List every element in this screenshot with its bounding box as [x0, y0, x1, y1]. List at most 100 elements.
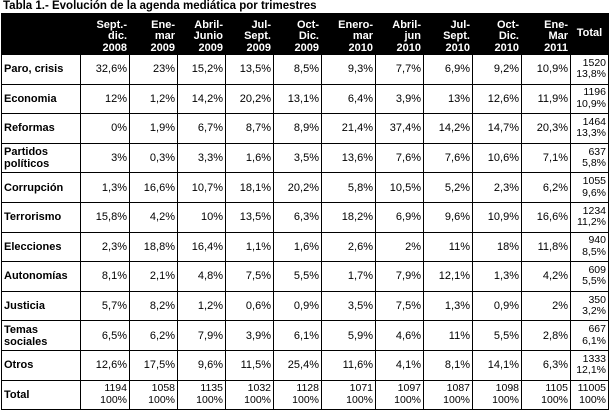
table-cell: 32,6%: [80, 54, 130, 85]
table-row: Corrupción 1,3% 16,6% 10,7% 18,1% 20,2% 5,8% 10…: [1, 172, 609, 203]
table-cell: 13,5%: [225, 54, 274, 85]
table-cell: 0,9%: [472, 290, 522, 322]
header-period: Sept.- dic. 2008: [80, 13, 130, 55]
table-cell: 1032 100%: [225, 379, 274, 411]
row-total: 1464 13,3%: [570, 113, 609, 144]
table-row: Economia 12% 1,2% 14,2% 20,2% 13,1% 6,4% 3,9% 13…: [1, 83, 609, 115]
row-total: 667 6,1%: [570, 320, 609, 351]
table-cell: 1,1%: [225, 231, 274, 263]
table-cell: 3,5%: [321, 290, 376, 322]
table-cell: 12,6%: [80, 349, 130, 381]
table-cell: 7,5%: [375, 290, 424, 322]
table-cell: 4,8%: [177, 261, 226, 292]
agenda-table: Sept.- dic. 2008 Ene- mar 2009 Abril- Juni…: [1, 13, 609, 411]
table-cell: 2%: [521, 290, 571, 322]
table-cell: 23%: [129, 54, 178, 85]
table-title: Tabla 1.- Evolución de la agenda mediáti…: [3, 0, 317, 12]
row-total: 350 3,2%: [570, 290, 609, 322]
row-label: Reformas: [1, 113, 81, 144]
table-cell: 7,9%: [375, 261, 424, 292]
table-cell: 37,4%: [375, 113, 424, 144]
table-row: Terrorismo 15,8% 4,2% 10% 13,5% 6,3% 18,2% 6,9%…: [1, 201, 609, 233]
table-cell: 6,9%: [375, 201, 424, 233]
row-label: Autonomías: [1, 261, 81, 292]
table-cell: 0,3%: [129, 142, 178, 174]
table-cell: 14,2%: [177, 83, 226, 115]
table-cell: 1,6%: [225, 142, 274, 174]
table-cell: 2,3%: [472, 172, 522, 203]
table-cell: 16,4%: [177, 231, 226, 263]
table-cell: 18%: [472, 231, 522, 263]
table-cell: 17,5%: [129, 349, 178, 381]
table-cell: 9,6%: [423, 201, 473, 233]
header-period: Jul- Sept. 2010: [423, 13, 473, 55]
table-cell: 6,3%: [273, 201, 322, 233]
table-row: Reformas 0% 1,9% 6,7% 8,7% 8,9% 21,4% 37,4% 14,2…: [1, 113, 609, 144]
row-total: 1055 9,6%: [570, 172, 609, 203]
table-cell: 3%: [80, 142, 130, 174]
table-cell: 16,6%: [129, 172, 178, 203]
header-corner: [1, 13, 81, 55]
table-cell: 5,9%: [321, 320, 376, 351]
table-cell: 1,3%: [472, 261, 522, 292]
header-row: Sept.- dic. 2008 Ene- mar 2009 Abril- Juni…: [1, 13, 609, 55]
table-cell: 6,7%: [177, 113, 226, 144]
table-row: Autonomías 8,1% 2,1% 4,8% 7,5% 5,5% 1,7% 7,9% 12…: [1, 261, 609, 292]
table-cell: 12,6%: [472, 83, 522, 115]
table-cell: 1105 100%: [521, 379, 571, 411]
table-cell: 2,1%: [129, 261, 178, 292]
table-cell: 0,6%: [225, 290, 274, 322]
row-label: Partidos políticos: [1, 142, 81, 174]
table-cell: 2,3%: [80, 231, 130, 263]
table-cell: 11%: [423, 231, 473, 263]
table-cell: 1058 100%: [129, 379, 178, 411]
table-row: Partidos políticos 3% 0,3% 3,3% 1,6% 3,5% 13,6…: [1, 142, 609, 174]
table-row: Elecciones 2,3% 18,8% 16,4% 1,1% 1,6% 2,6% 2% 11…: [1, 231, 609, 263]
table-cell: 9,6%: [177, 349, 226, 381]
table-cell: 4,2%: [521, 261, 571, 292]
table-cell: 8,1%: [423, 349, 473, 381]
table-cell: 4,6%: [375, 320, 424, 351]
row-total: 1520 13,8%: [570, 54, 609, 85]
table-cell: 12,1%: [423, 261, 473, 292]
table-cell: 8,9%: [273, 113, 322, 144]
table-cell: 10,6%: [472, 142, 522, 174]
table-cell: 8,1%: [80, 261, 130, 292]
table-cell: 8,7%: [225, 113, 274, 144]
row-label: Paro, crisis: [1, 54, 81, 85]
table-cell: 1097 100%: [375, 379, 424, 411]
table-cell: 10,5%: [375, 172, 424, 203]
table-cell: 3,9%: [375, 83, 424, 115]
table-cell: 2,8%: [521, 320, 571, 351]
row-total: 940 8,5%: [570, 231, 609, 263]
table-cell: 10,9%: [521, 54, 571, 85]
row-total: 1196 10,9%: [570, 83, 609, 115]
table-row: Temas sociales 6,5% 6,2% 7,9% 3,9% 6,1% 5,9% 4,…: [1, 320, 609, 351]
table-row: Paro, crisis 32,6% 23% 15,2% 13,5% 8,5% 9,3% 7,…: [1, 54, 609, 85]
header-period: Jul- Sept. 2009: [225, 13, 274, 55]
table-cell: 1128 100%: [273, 379, 322, 411]
table-cell: 2,6%: [321, 231, 376, 263]
table-cell: 18,2%: [321, 201, 376, 233]
header-period: Oct- Dic. 2009: [273, 13, 322, 55]
table-cell: 1098 100%: [472, 379, 522, 411]
row-total: 11005 100%: [570, 379, 609, 411]
table-cell: 5,2%: [423, 172, 473, 203]
table-cell: 14,1%: [472, 349, 522, 381]
table-cell: 14,7%: [472, 113, 522, 144]
table-cell: 25,4%: [273, 349, 322, 381]
table-cell: 6,4%: [321, 83, 376, 115]
row-total: 1333 12,1%: [570, 349, 609, 381]
table-cell: 7,6%: [423, 142, 473, 174]
table-body: Paro, crisis 32,6% 23% 15,2% 13,5% 8,5% 9,3% 7,…: [1, 54, 609, 411]
table-cell: 15,8%: [80, 201, 130, 233]
table-cell: 20,2%: [225, 83, 274, 115]
table-cell: 1,6%: [273, 231, 322, 263]
table-cell: 1,7%: [321, 261, 376, 292]
header-period: Abril- jun 2010: [375, 13, 424, 55]
table-cell: 1071 100%: [321, 379, 376, 411]
table-cell: 7,9%: [177, 320, 226, 351]
table-cell: 5,8%: [321, 172, 376, 203]
header-period: Abril- Junio 2009: [177, 13, 226, 55]
row-label: Otros: [1, 349, 81, 381]
